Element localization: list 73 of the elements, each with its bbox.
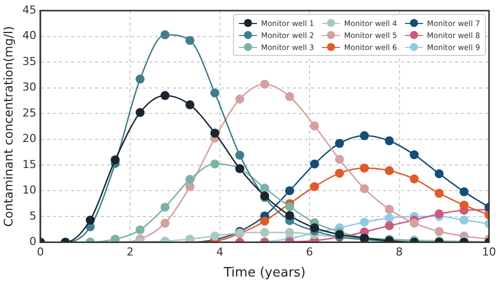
point xyxy=(235,150,244,160)
point xyxy=(185,174,194,184)
point xyxy=(434,188,444,198)
y-tick-label: 10 xyxy=(22,184,36,197)
point xyxy=(384,214,394,223)
point xyxy=(260,184,270,193)
point xyxy=(285,228,294,237)
y-tick-label: 0 xyxy=(29,235,36,248)
y-tick-label: 15 xyxy=(22,158,36,171)
point xyxy=(210,88,220,98)
point xyxy=(285,92,294,102)
point xyxy=(136,225,145,234)
point xyxy=(86,216,95,225)
point xyxy=(160,218,170,228)
point xyxy=(384,136,394,146)
point xyxy=(185,100,194,110)
point xyxy=(185,234,194,242)
point xyxy=(260,228,270,237)
point xyxy=(210,232,220,241)
point xyxy=(310,182,320,192)
point xyxy=(110,234,120,242)
point xyxy=(410,174,419,184)
point xyxy=(160,30,170,40)
y-tick-label: 45 xyxy=(22,3,36,16)
point xyxy=(434,169,444,178)
point xyxy=(384,166,394,176)
point xyxy=(460,187,469,196)
point xyxy=(384,221,394,230)
point xyxy=(460,200,469,210)
point xyxy=(110,155,120,164)
point xyxy=(334,168,344,178)
point xyxy=(136,74,145,84)
x-axis-title: Time (years) xyxy=(222,266,306,281)
y-tick-label: 5 xyxy=(29,209,36,222)
point xyxy=(285,186,294,196)
point xyxy=(235,94,244,104)
y-tick-label: 20 xyxy=(22,132,36,146)
point xyxy=(384,204,394,214)
y-tick-label: 35 xyxy=(22,54,36,68)
point xyxy=(210,159,220,168)
point xyxy=(136,108,145,118)
point xyxy=(360,131,369,140)
x-tick-label: 10 xyxy=(482,246,496,259)
point xyxy=(410,150,419,160)
point xyxy=(160,91,170,100)
y-tick-label: 25 xyxy=(22,106,36,120)
x-tick-label: 2 xyxy=(126,246,134,259)
point xyxy=(260,216,270,226)
point xyxy=(434,209,444,218)
y-tick-label: 30 xyxy=(22,80,36,94)
point xyxy=(410,218,419,228)
point xyxy=(310,121,320,130)
x-tick-label: 6 xyxy=(306,246,314,259)
point xyxy=(285,210,294,220)
point xyxy=(360,218,369,227)
point xyxy=(210,128,220,138)
y-axis-title: Contaminant concentration(mg/l) xyxy=(1,26,16,227)
point xyxy=(310,159,320,168)
point xyxy=(185,36,194,45)
point xyxy=(360,164,369,173)
y-tick-label: 40 xyxy=(22,29,36,42)
point xyxy=(160,202,170,212)
point xyxy=(434,226,444,236)
point xyxy=(334,154,344,164)
point xyxy=(310,223,320,232)
point xyxy=(334,138,344,148)
point xyxy=(360,184,369,194)
point xyxy=(285,202,294,212)
point xyxy=(334,230,344,239)
point xyxy=(460,216,469,225)
point xyxy=(260,80,270,89)
x-tick-label: 8 xyxy=(396,246,403,259)
x-tick-label: 4 xyxy=(216,246,224,259)
